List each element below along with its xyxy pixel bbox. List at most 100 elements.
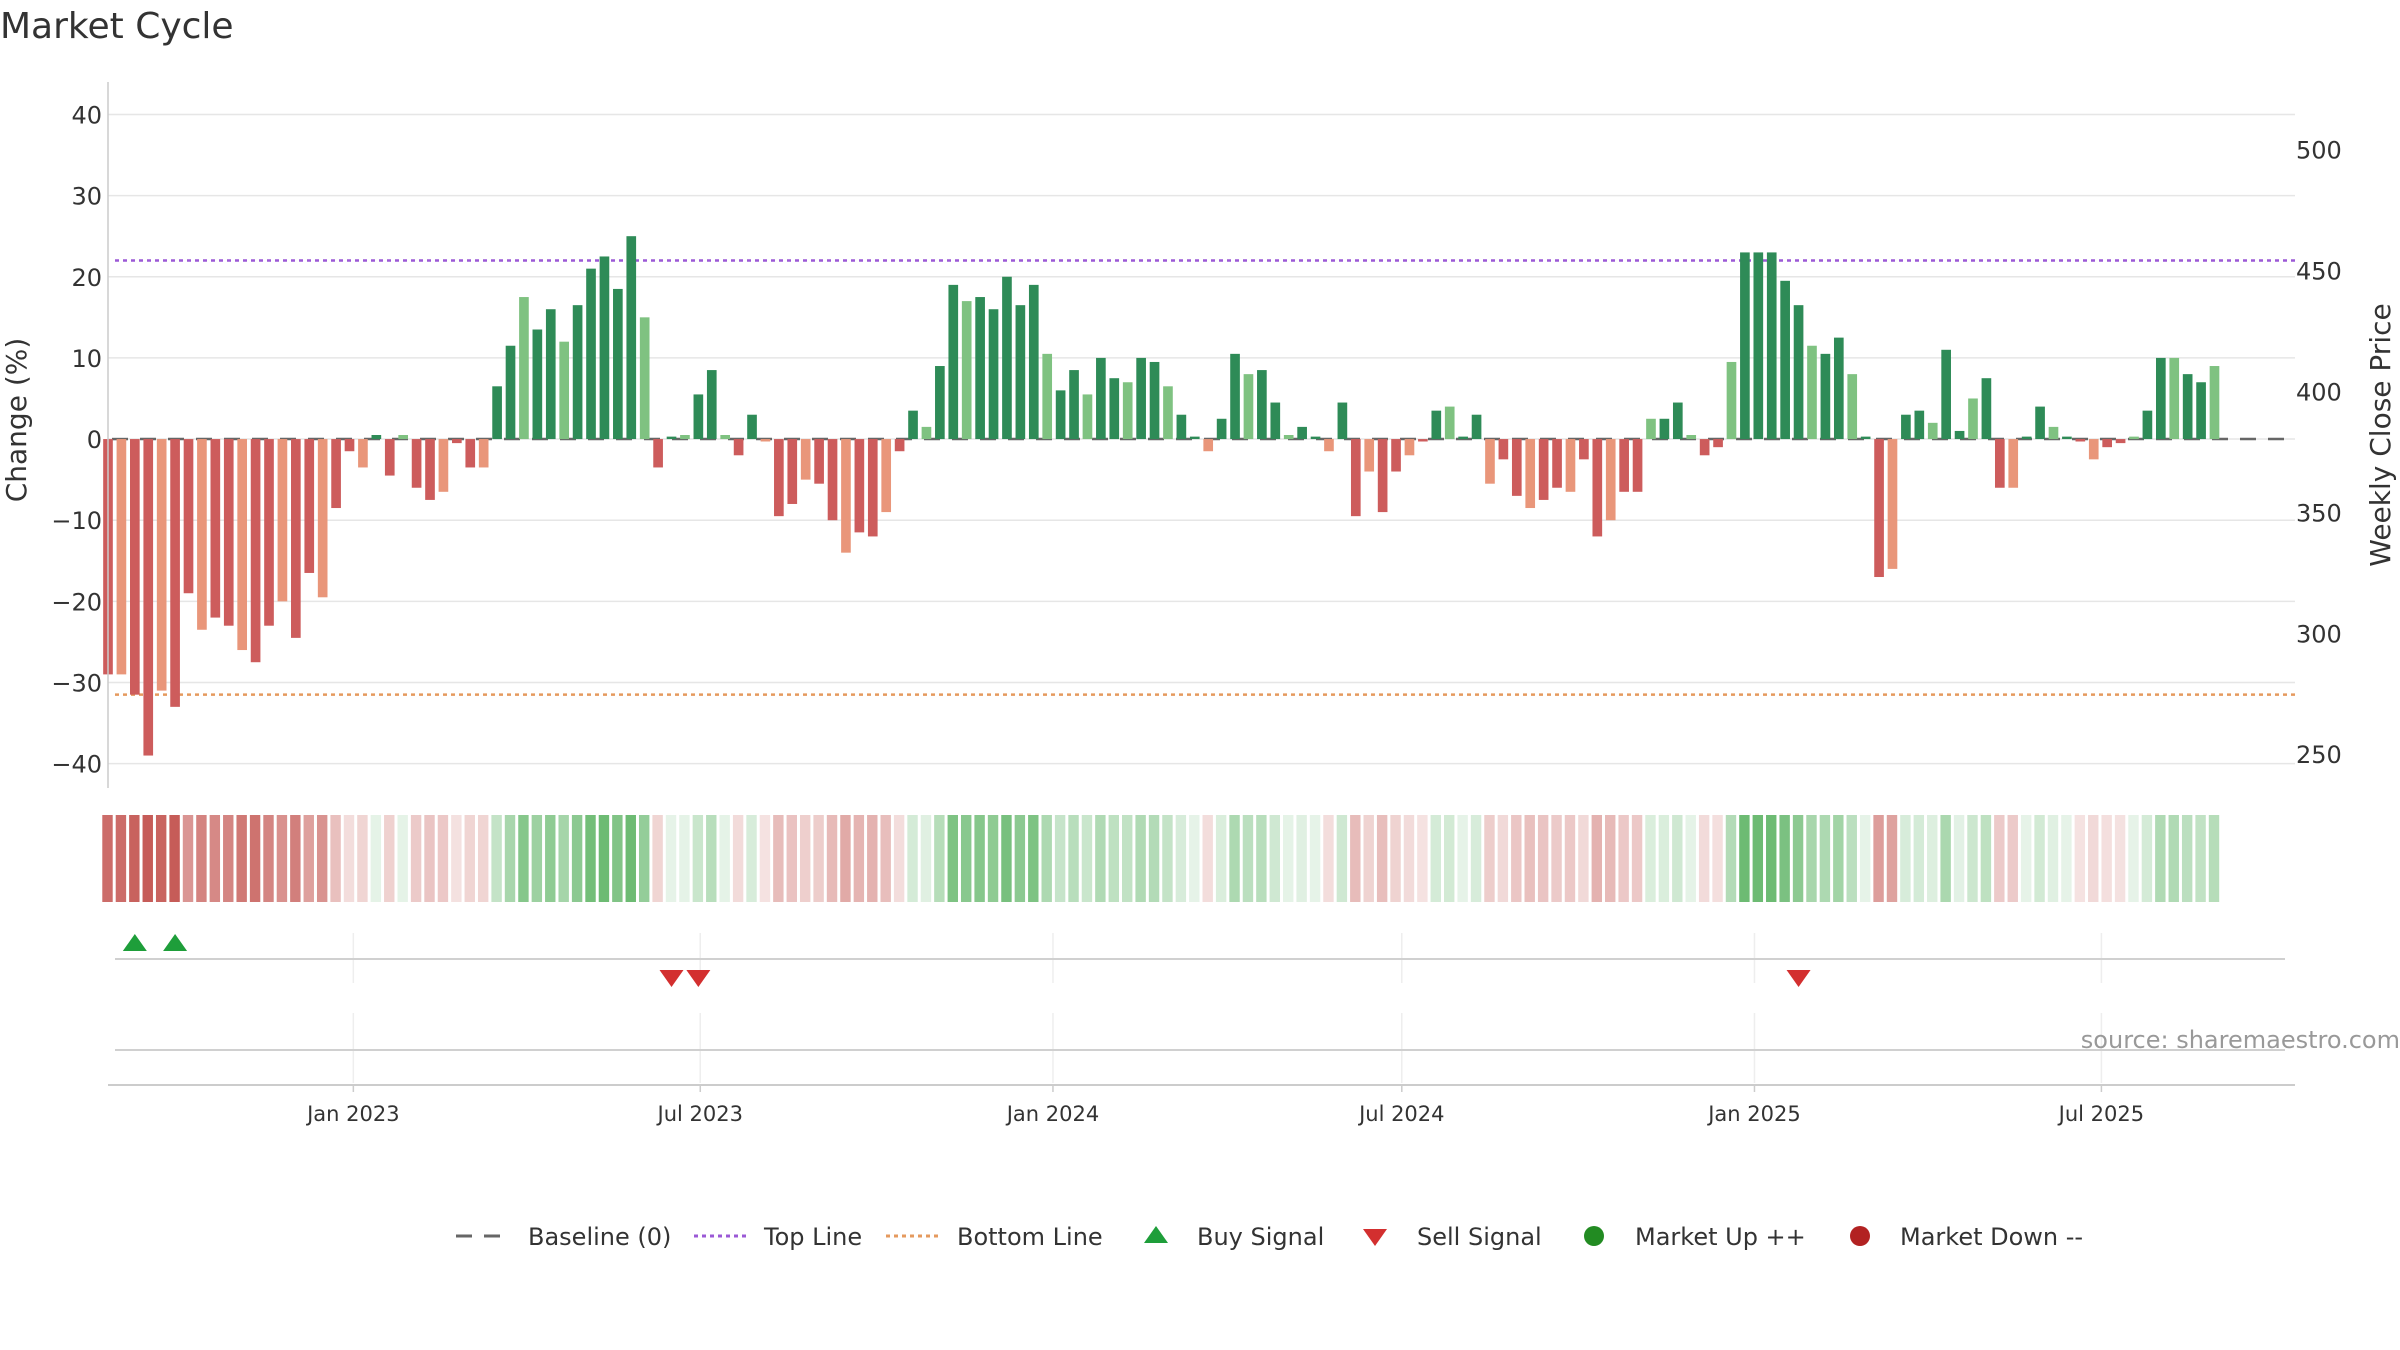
- strip-cell: [746, 815, 757, 902]
- change-bar: [706, 370, 717, 440]
- market-down-swatch: [1850, 1226, 1870, 1246]
- strip-cell: [1108, 815, 1119, 902]
- change-bar: [1149, 361, 1160, 440]
- y2-tick-label: 500: [2296, 137, 2342, 165]
- strip-cell: [1135, 815, 1146, 902]
- change-bar: [800, 439, 811, 480]
- change-bar: [2129, 436, 2139, 440]
- change-bar: [760, 439, 771, 442]
- change-bar: [1243, 374, 1254, 440]
- strip-cell: [1296, 815, 1307, 902]
- change-bar: [1163, 386, 1173, 440]
- strip-cell: [1551, 815, 1562, 902]
- market-panel: [115, 1013, 2285, 1083]
- y-axis-label: Change (%): [0, 338, 33, 503]
- change-bar: [948, 284, 959, 440]
- strip-cell: [1444, 815, 1455, 902]
- change-bar: [210, 439, 221, 618]
- strip-cell: [2007, 815, 2018, 902]
- strip-cell: [1564, 815, 1576, 902]
- change-bar: [2088, 439, 2099, 460]
- strip-cell: [1390, 815, 1401, 902]
- strip-cell: [1054, 815, 1066, 902]
- legend-label-top-line: Top Line: [763, 1223, 862, 1251]
- change-bar: [2021, 436, 2032, 440]
- change-bar: [2196, 382, 2206, 440]
- change-bar: [1431, 410, 1442, 440]
- strip-cell: [1578, 815, 1589, 902]
- y-tick-label: 10: [71, 345, 102, 373]
- change-bar: [1686, 435, 1697, 440]
- change-bar: [1257, 370, 1267, 440]
- change-bar: [1766, 252, 1777, 440]
- strip-cell: [1283, 815, 1294, 902]
- strip-cell: [1927, 815, 1938, 902]
- strip-cell: [1806, 815, 1817, 902]
- change-bar: [881, 439, 892, 513]
- strip-cell: [719, 815, 730, 902]
- strip-cell: [451, 815, 462, 902]
- strip-cell: [504, 815, 516, 902]
- change-bar: [143, 439, 154, 756]
- strip-cell: [531, 815, 543, 902]
- change-bar: [1565, 439, 1576, 492]
- change-bar: [1901, 414, 1911, 440]
- change-bar: [1230, 353, 1240, 440]
- strip-cell: [1041, 815, 1052, 902]
- strip-cell: [1511, 815, 1522, 902]
- strip-cell: [2141, 815, 2153, 902]
- strip-cell: [2034, 815, 2045, 902]
- strip-cell: [2020, 815, 2032, 902]
- strip-cell: [1980, 815, 1992, 902]
- change-bar: [921, 426, 932, 440]
- strip-cell: [343, 815, 355, 902]
- chart-title: Market Cycle: [0, 6, 234, 47]
- strip-cell: [2181, 815, 2193, 902]
- strip-cell: [813, 815, 824, 902]
- change-bar: [250, 439, 261, 663]
- strip-cell: [491, 815, 502, 902]
- change-bar: [666, 436, 677, 440]
- change-bar: [264, 439, 274, 626]
- signal-panel: [115, 933, 2285, 987]
- strip-cell: [1685, 815, 1696, 902]
- strip-cell: [2128, 815, 2139, 902]
- strip-cell: [558, 815, 569, 902]
- strip-cell: [1725, 815, 1737, 902]
- strip-cell: [1833, 815, 1844, 902]
- legend-item-top-line: Top Line: [694, 1223, 862, 1251]
- strip-cell: [464, 815, 475, 902]
- change-bar: [304, 439, 315, 573]
- change-bar: [2035, 406, 2045, 440]
- strip-cell: [1215, 815, 1227, 902]
- change-bar: [1981, 378, 1992, 440]
- strip-cell: [1537, 815, 1549, 902]
- change-bar: [961, 301, 972, 440]
- change-bar: [1659, 418, 1670, 440]
- change-bar: [371, 435, 382, 440]
- y-tick-label: 40: [71, 101, 102, 129]
- strip-cell: [169, 815, 180, 902]
- strip-cell: [1269, 815, 1281, 902]
- strip-cell: [1457, 815, 1468, 902]
- strip-cell: [1376, 815, 1388, 902]
- market-up-swatch: [1584, 1226, 1604, 1246]
- strip-cell: [477, 815, 489, 902]
- change-bar: [2169, 357, 2180, 440]
- change-bar: [1418, 439, 1428, 442]
- strip-cell: [1672, 815, 1683, 902]
- strip-cell: [357, 815, 368, 902]
- change-bar: [572, 305, 583, 440]
- strip-cell: [934, 815, 945, 902]
- change-bar: [935, 366, 945, 440]
- change-bar: [2209, 366, 2220, 440]
- change-bar: [854, 439, 865, 533]
- strip-cell: [1953, 815, 1965, 902]
- strip-cell: [1014, 815, 1026, 902]
- threshold-lines: [112, 259, 2295, 696]
- y-tick-label: −40: [51, 751, 102, 779]
- change-bar: [1914, 410, 1925, 440]
- strip-cell: [1363, 815, 1374, 902]
- change-bar: [1552, 439, 1562, 488]
- legend-label-buy-signal: Buy Signal: [1197, 1223, 1324, 1251]
